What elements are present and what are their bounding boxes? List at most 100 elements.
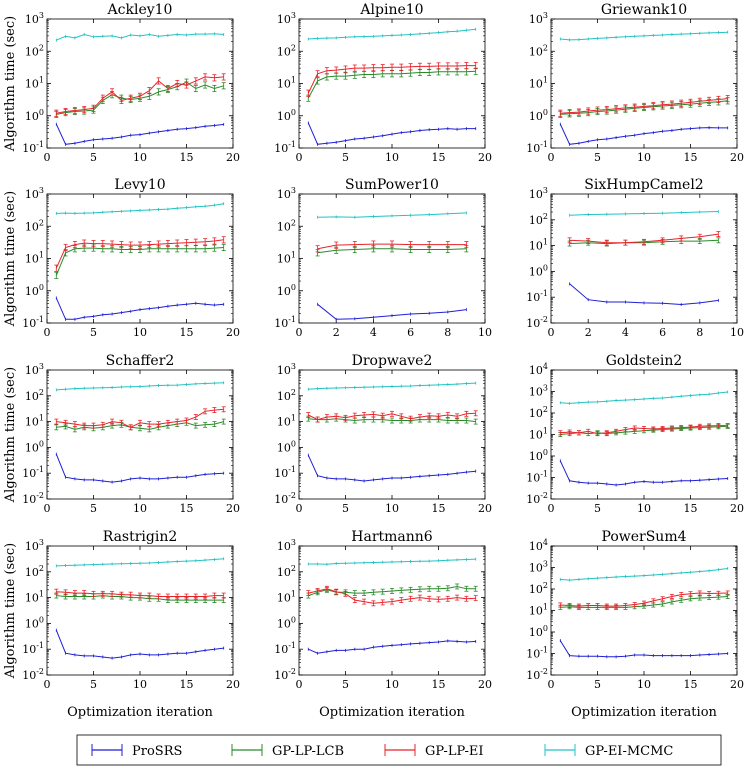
panel-title: Alpine10	[359, 2, 423, 18]
y-axis-label-row4: Algorithm time (sec)	[3, 543, 18, 679]
x-tick-label: 10	[385, 151, 399, 164]
y-tick-label: 102	[25, 218, 44, 233]
series-layer	[558, 566, 730, 659]
y-tick-label: 102	[529, 212, 548, 227]
panel-title: Hartmann6	[351, 529, 433, 545]
x-tick-label: 15	[684, 151, 698, 164]
y-tick-label: 101	[25, 590, 44, 605]
x-tick-label: 20	[226, 502, 240, 515]
y-tick-label: 101	[529, 603, 548, 618]
series-layer	[306, 557, 478, 655]
x-tick-label: 6	[407, 326, 414, 339]
x-tick-label: 0	[44, 151, 51, 164]
panel-rastrigin2: Rastrigin2 10-2 10-1 100 101 102 103 0 5 10 15 20	[22, 529, 240, 691]
x-tick-label: 5	[594, 502, 601, 515]
y-tick-label: 100	[25, 615, 44, 630]
x-tick-label: 15	[432, 151, 446, 164]
series-layer	[54, 202, 226, 321]
y-tick-label: 101	[277, 76, 296, 91]
legend-label-gp-ei-mcmc: GP-EI-MCMC	[585, 744, 673, 759]
y-tick-label: 10-2	[526, 315, 548, 330]
y-tick-label: 102	[529, 581, 548, 596]
legend: ProSRS GP-LP-LCB GP-LP-EI GP-EI-MCMC	[76, 734, 722, 766]
legend-label-gp-lp-ei: GP-LP-EI	[425, 744, 484, 759]
panel-title: Rastrigin2	[103, 529, 178, 545]
x-tick-label: 5	[90, 151, 97, 164]
panel-dropwave2: Dropwave2 10-2 10-1 100 101 102 103 0 5 10 15 20	[274, 353, 492, 515]
series-layer	[306, 381, 478, 483]
panel-title: Griewank10	[601, 2, 687, 18]
x-tick-label: 5	[342, 151, 349, 164]
y-tick-label: 103	[529, 186, 548, 201]
x-tick-label: 0	[296, 678, 303, 691]
y-tick-label: 103	[277, 538, 296, 553]
y-tick-label: 100	[529, 108, 548, 123]
x-tick-label: 20	[226, 326, 240, 339]
x-tick-label: 10	[133, 678, 147, 691]
x-tick-label: 5	[594, 151, 601, 164]
y-tick-label: 100	[529, 263, 548, 278]
y-tick-label: 103	[25, 11, 44, 26]
series-layer	[558, 390, 730, 487]
panel-sixhumpcamel2: SixHumpCamel2 10-2 10-1 100 101 102 103 0 2 4 6 8 10	[526, 177, 744, 339]
y-tick-label: 10-2	[526, 491, 548, 506]
y-tick-label: 100	[25, 108, 44, 123]
x-tick-label: 15	[432, 678, 446, 691]
panel-title: SumPower10	[345, 177, 439, 193]
x-tick-label: 6	[659, 326, 666, 339]
x-tick-label: 15	[684, 678, 698, 691]
x-tick-label: 0	[548, 502, 555, 515]
y-tick-label: 103	[25, 362, 44, 377]
x-tick-label: 4	[370, 326, 377, 339]
x-tick-label: 15	[432, 502, 446, 515]
x-tick-label: 8	[444, 326, 451, 339]
y-tick-label: 101	[529, 238, 548, 253]
x-tick-label: 5	[342, 502, 349, 515]
x-tick-label: 20	[730, 502, 744, 515]
y-tick-label: 10-1	[526, 140, 548, 155]
x-tick-label: 15	[180, 151, 194, 164]
y-tick-label: 10-1	[22, 140, 44, 155]
y-tick-label: 100	[277, 439, 296, 454]
x-tick-label: 5	[342, 678, 349, 691]
y-tick-label: 10-1	[274, 315, 296, 330]
y-tick-label: 101	[529, 427, 548, 442]
x-axis-label-col1: Optimization iteration	[67, 705, 213, 720]
y-tick-label: 104	[529, 362, 548, 377]
panel-levy10: Levy10 10-1 100 101 102 103 0 5 10 15 20	[22, 177, 240, 339]
y-axis-label-row3: Algorithm time (sec)	[3, 367, 18, 503]
x-tick-label: 10	[730, 326, 744, 339]
y-tick-label: 103	[277, 11, 296, 26]
y-tick-label: 102	[25, 388, 44, 403]
y-tick-label: 10-1	[274, 465, 296, 480]
y-tick-label: 10-2	[526, 667, 548, 682]
y-tick-label: 102	[277, 218, 296, 233]
series-layer	[54, 32, 226, 146]
x-tick-label: 10	[385, 678, 399, 691]
y-tick-label: 103	[529, 11, 548, 26]
y-tick-label: 100	[277, 108, 296, 123]
x-tick-label: 15	[684, 502, 698, 515]
x-tick-label: 10	[478, 326, 492, 339]
x-tick-label: 2	[333, 326, 340, 339]
panel-schaffer2: Schaffer2 10-2 10-1 100 101 102 103 0 5 10 15 20	[22, 353, 240, 515]
y-tick-label: 10-1	[274, 140, 296, 155]
plot-frame	[550, 18, 738, 149]
x-tick-label: 0	[44, 502, 51, 515]
y-tick-label: 100	[277, 615, 296, 630]
y-tick-label: 10-1	[526, 470, 548, 485]
y-tick-label: 102	[25, 43, 44, 58]
panel-title: Ackley10	[107, 2, 173, 18]
x-axis-label-col3: Optimization iteration	[571, 705, 717, 720]
panel-title: Dropwave2	[352, 353, 433, 369]
y-axis-label-row2: Algorithm time (sec)	[3, 191, 18, 327]
x-tick-label: 20	[478, 678, 492, 691]
panel-title: SixHumpCamel2	[584, 177, 703, 193]
y-tick-label: 100	[25, 283, 44, 298]
panel-title: Schaffer2	[106, 353, 175, 369]
panel-ackley10: Ackley10 10-1 100 101 102 103 0 5 10 15 20	[22, 2, 240, 164]
y-tick-label: 103	[529, 384, 548, 399]
x-tick-label: 10	[637, 151, 651, 164]
y-tick-label: 10-1	[526, 646, 548, 661]
y-tick-label: 10-1	[526, 289, 548, 304]
